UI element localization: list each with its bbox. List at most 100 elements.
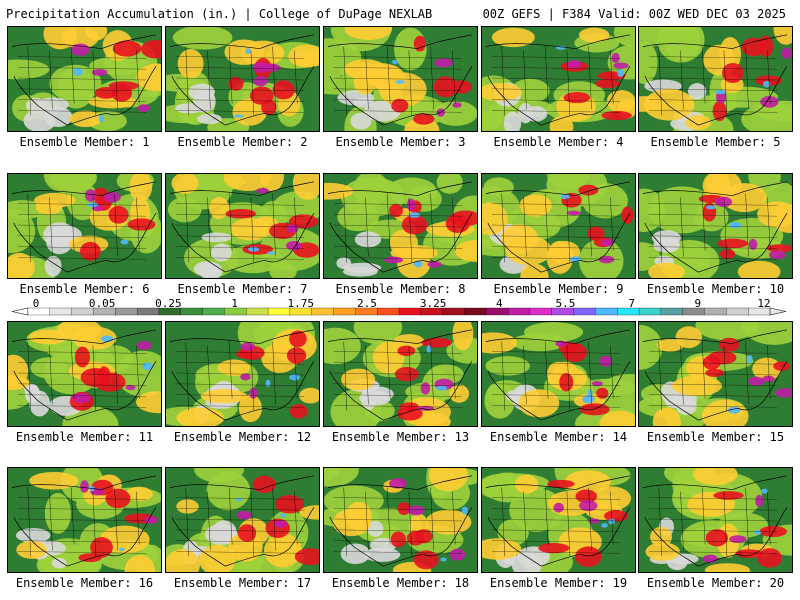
state-border — [491, 351, 621, 354]
state-border — [452, 50, 456, 104]
page-title: Precipitation Accumulation (in.) | Colle… — [6, 7, 433, 21]
precip-blob — [353, 68, 377, 95]
state-border — [648, 246, 778, 249]
precip-blob — [211, 243, 232, 262]
ensemble-caption: Ensemble Member: 20 — [646, 576, 785, 590]
state-border — [70, 341, 75, 399]
precip-blob — [389, 203, 403, 218]
ensemble-caption: Ensemble Member: 12 — [173, 430, 312, 444]
state-border — [745, 341, 749, 405]
state-border — [680, 50, 684, 110]
precip-blob — [419, 412, 451, 426]
precip-blob — [491, 27, 535, 48]
precip-blob — [209, 196, 230, 220]
colorbar-swatch — [638, 307, 662, 316]
state-border — [491, 99, 621, 102]
state-border — [566, 50, 571, 116]
colorbar-swatch — [311, 307, 334, 316]
precip-blob — [454, 240, 477, 262]
precip-blob — [729, 221, 742, 229]
precip-blob — [127, 218, 156, 231]
state-border — [430, 193, 434, 257]
state-border — [658, 487, 662, 557]
precip-blob — [503, 111, 522, 131]
precip-blob — [201, 232, 232, 243]
precip-blob — [367, 520, 384, 537]
state-border — [136, 491, 140, 545]
precip-blob — [342, 266, 378, 277]
precip-blob — [197, 113, 222, 125]
state-border — [648, 56, 778, 59]
precip-blob — [137, 104, 150, 112]
colorbar-tick-label: 0 — [32, 297, 40, 310]
precip-blob — [245, 48, 251, 55]
precip-blob — [579, 403, 610, 416]
state-border — [491, 257, 621, 260]
precip-blob — [228, 532, 263, 562]
state-border — [175, 224, 305, 228]
ensemble-map-3 — [323, 26, 478, 132]
state-border — [272, 193, 276, 257]
state-border — [648, 235, 778, 238]
state-border — [175, 88, 305, 91]
precip-blob — [601, 523, 608, 528]
precip-blob — [714, 196, 732, 208]
ensemble-map-19 — [481, 467, 636, 573]
precip-blob — [656, 338, 684, 352]
state-border — [566, 345, 571, 411]
precip-blob — [704, 563, 751, 572]
precip-blob — [514, 474, 539, 494]
ensemble-caption: Ensemble Member: 16 — [15, 576, 154, 590]
state-border — [701, 341, 706, 399]
state-border — [588, 193, 592, 257]
coastline — [327, 181, 473, 273]
header: Precipitation Accumulation (in.) | Colle… — [0, 0, 800, 24]
precip-blob — [715, 89, 727, 95]
precip-blob — [578, 184, 599, 196]
state-border — [767, 197, 771, 251]
ensemble-map-13 — [323, 321, 478, 427]
state-border — [207, 197, 211, 257]
precip-blob — [332, 509, 371, 537]
state-border — [544, 193, 549, 251]
precip-blob — [200, 389, 248, 404]
precip-blob — [73, 67, 83, 76]
colorbar-swatch — [246, 307, 269, 316]
precip-blob — [713, 491, 744, 500]
state-border — [408, 491, 413, 557]
precip-blob — [648, 262, 685, 278]
state-border — [343, 193, 347, 263]
state-border — [49, 197, 53, 257]
ensemble-caption: Ensemble Member: 3 — [335, 135, 466, 149]
precip-blob — [449, 548, 466, 561]
precip-blob — [292, 174, 319, 200]
state-border — [333, 257, 463, 260]
precip-blob — [85, 189, 97, 202]
state-border — [333, 246, 463, 249]
state-border — [175, 497, 305, 500]
precip-blob — [253, 76, 268, 87]
precip-blob — [236, 510, 253, 520]
precip-blob — [354, 231, 382, 248]
state-border — [27, 341, 31, 411]
precip-blob — [391, 60, 399, 65]
precip-blob — [289, 374, 301, 381]
coastline — [327, 34, 473, 126]
precip-blob — [524, 322, 583, 343]
ensemble-map-8 — [323, 173, 478, 279]
precip-blob — [118, 547, 125, 552]
state-border — [648, 508, 778, 511]
state-border — [17, 203, 147, 206]
state-border — [745, 46, 749, 110]
precip-blob — [420, 382, 431, 395]
precip-blob — [340, 543, 371, 565]
coastline — [169, 329, 315, 421]
state-border — [658, 193, 662, 263]
ensemble-caption: Ensemble Member: 17 — [173, 576, 312, 590]
state-border — [767, 491, 771, 545]
state-border — [17, 99, 147, 102]
precip-blob — [652, 407, 681, 426]
precip-blob — [591, 380, 603, 387]
precip-blob — [553, 502, 564, 513]
precip-blob — [211, 520, 237, 544]
